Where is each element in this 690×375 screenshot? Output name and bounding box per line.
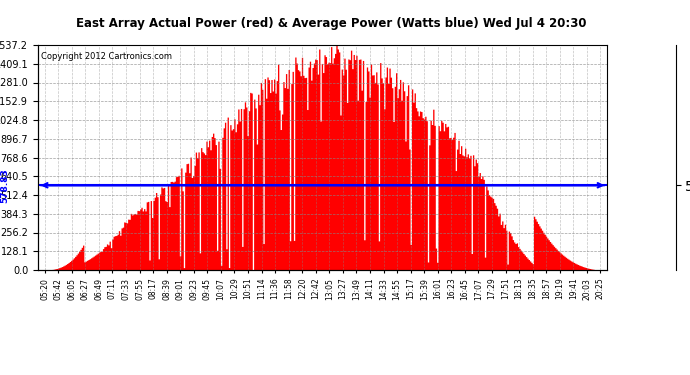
Text: 578.83: 578.83 [1,168,10,202]
Text: East Array Actual Power (red) & Average Power (Watts blue) Wed Jul 4 20:30: East Array Actual Power (red) & Average … [76,17,586,30]
Text: Copyright 2012 Cartronics.com: Copyright 2012 Cartronics.com [41,52,172,61]
